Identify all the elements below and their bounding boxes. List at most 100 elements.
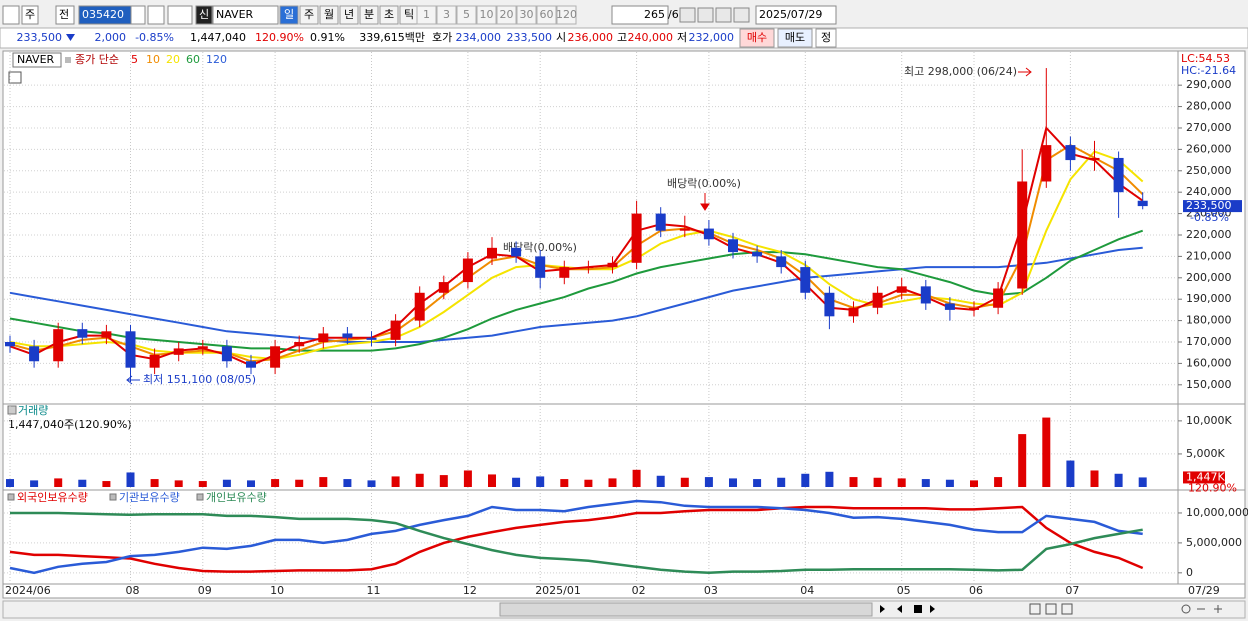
button-box[interactable]: [733, 7, 750, 23]
interval-button[interactable]: 5: [463, 8, 470, 21]
interval-button[interactable]: 1: [423, 8, 430, 21]
tool-icon[interactable]: [1029, 603, 1041, 615]
legend-prefix: 종가 단순: [75, 53, 119, 66]
scroll-left[interactable]: [897, 605, 902, 613]
button-box[interactable]: [212, 5, 279, 25]
button-box[interactable]: [679, 7, 696, 23]
y-tick-label: 5,000K: [1186, 447, 1225, 460]
button-box[interactable]: [755, 5, 837, 25]
volume-bar: [6, 479, 14, 487]
play-button[interactable]: [930, 605, 935, 613]
info-bid: 233,500: [507, 31, 553, 44]
table-icon[interactable]: [8, 71, 22, 84]
y-tick-label: 0: [1186, 566, 1193, 579]
button-box[interactable]: [777, 28, 813, 48]
button-box[interactable]: [147, 5, 165, 25]
button-box[interactable]: [496, 5, 517, 25]
button-box[interactable]: [339, 5, 359, 25]
candle-body: [993, 288, 1004, 308]
panel-icon[interactable]: [7, 405, 17, 415]
legend-entry: 10: [146, 53, 160, 66]
order-button[interactable]: 매수: [747, 31, 767, 44]
interval-button[interactable]: 120: [556, 8, 577, 21]
button-box[interactable]: [359, 5, 379, 25]
volume-bar: [897, 478, 906, 487]
candle-body: [77, 329, 88, 338]
volume-title: 거래량: [18, 404, 48, 417]
button-box[interactable]: [611, 5, 669, 25]
y-tick-label: 210,000: [1186, 249, 1232, 262]
info-ask-label: 호가: [432, 31, 452, 44]
button-box[interactable]: [715, 7, 732, 23]
legend-entry: 개인보유수량: [206, 491, 267, 504]
interval-button[interactable]: 30: [520, 8, 534, 21]
button-box[interactable]: [130, 5, 146, 25]
order-button[interactable]: 정: [821, 31, 831, 44]
button-box[interactable]: [55, 5, 75, 25]
volume-bar: [271, 479, 280, 487]
x-tick-label: 05: [897, 584, 911, 597]
button-box[interactable]: [815, 28, 837, 48]
candle-body: [1041, 145, 1052, 182]
interval-button[interactable]: 10: [480, 8, 494, 21]
button-box[interactable]: [379, 5, 399, 25]
button-box[interactable]: [195, 5, 213, 25]
button-box[interactable]: [476, 5, 497, 25]
candle-body: [752, 252, 763, 257]
period-button[interactable]: 분: [364, 8, 374, 21]
y-tick-label: 5,000,000: [1186, 536, 1242, 549]
button-box[interactable]: [2, 5, 20, 25]
period-button[interactable]: 년: [344, 8, 354, 21]
order-button[interactable]: 매도: [785, 31, 805, 44]
candle-body: [1017, 181, 1028, 289]
legend-swatch: [109, 493, 117, 501]
scroll-right[interactable]: [880, 605, 885, 613]
series-line: [9, 505, 1144, 573]
tool-icons: [1029, 603, 1222, 615]
candle-body: [438, 282, 449, 293]
volume-bar: [1042, 417, 1051, 487]
period-button[interactable]: 월: [324, 8, 334, 21]
button-box[interactable]: [697, 7, 714, 23]
button-box[interactable]: [21, 5, 39, 25]
scroll-thumb[interactable]: [499, 602, 873, 617]
tool-icon[interactable]: [1061, 603, 1073, 615]
button-box[interactable]: [739, 28, 775, 48]
button-box[interactable]: [556, 5, 577, 25]
period-button[interactable]: 주: [304, 8, 314, 21]
button-box[interactable]: [436, 5, 457, 25]
period-button[interactable]: 틱: [404, 8, 414, 21]
down-icon: [66, 34, 75, 41]
stop-button[interactable]: [914, 605, 922, 613]
button-box[interactable]: [516, 5, 537, 25]
button-box[interactable]: [299, 5, 319, 25]
candle-body: [728, 239, 738, 253]
info-low: 232,000: [689, 31, 735, 44]
volume-bar: [512, 477, 521, 487]
volume-subtitle: 1,447,040주(120.90%): [8, 418, 132, 431]
button-box[interactable]: [536, 5, 557, 25]
button-box[interactable]: [456, 5, 477, 25]
toolbar-field: 전: [59, 8, 69, 21]
button-box[interactable]: [167, 5, 193, 25]
candle-body: [1089, 157, 1100, 161]
tool-icon[interactable]: [1045, 603, 1057, 615]
volume-bar: [584, 479, 593, 487]
last-change-label: -0.85%: [1190, 211, 1229, 224]
info-volume: 1,447,040: [190, 31, 246, 44]
interval-button[interactable]: 20: [500, 8, 514, 21]
interval-button[interactable]: 3: [443, 8, 450, 21]
candle-body: [848, 307, 859, 317]
period-button[interactable]: 일: [284, 7, 294, 21]
button-box[interactable]: [319, 5, 339, 25]
period-button[interactable]: 초: [384, 8, 394, 21]
button-box[interactable]: [416, 5, 437, 25]
info-open-label: 시: [556, 31, 566, 44]
button-box[interactable]: [279, 5, 299, 25]
candle-body: [896, 286, 907, 293]
zoom-icon[interactable]: [1181, 604, 1191, 614]
last-price-label: 233,500: [1186, 199, 1232, 212]
x-tick-label: 04: [800, 584, 814, 597]
y-tick-label: 220,000: [1186, 228, 1232, 241]
interval-button[interactable]: 60: [540, 8, 554, 21]
